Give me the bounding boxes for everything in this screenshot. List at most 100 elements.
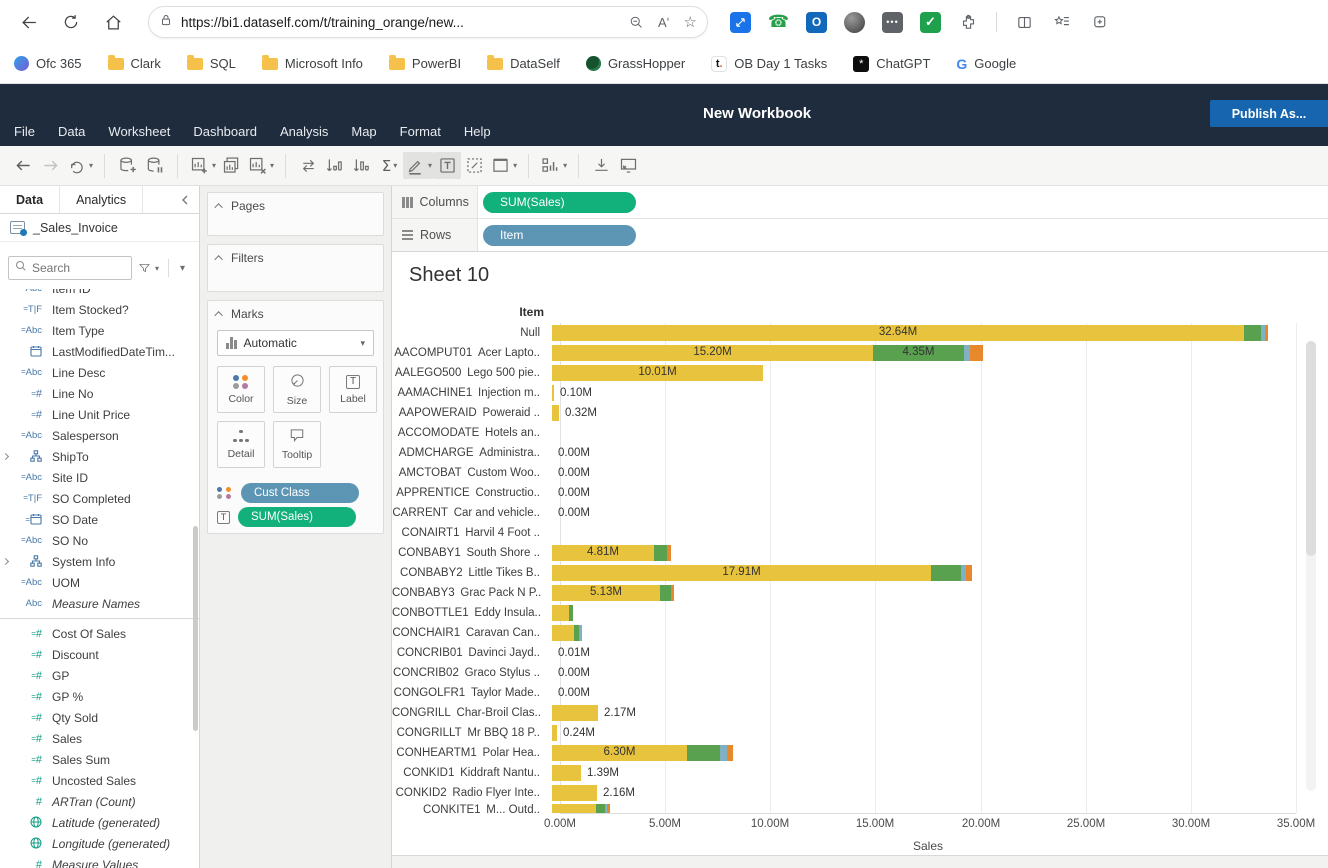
sheet-title[interactable]: Sheet 10	[409, 264, 490, 286]
bookmark-google[interactable]: G Google	[956, 55, 1017, 72]
bar-segment-yellow[interactable]: 4.81M	[552, 545, 654, 561]
bookmark-dataself[interactable]: DataSelf	[487, 54, 560, 71]
bar-segment-green[interactable]	[596, 804, 605, 813]
field-measure-names[interactable]: Abc Measure Names	[25, 596, 141, 611]
bar-segment-orange[interactable]	[671, 585, 674, 601]
field-gp[interactable]: =# GP	[31, 668, 70, 683]
more-dots-icon[interactable]: •••	[882, 11, 903, 33]
bar-segment-yellow[interactable]	[552, 385, 554, 401]
field-salesperson[interactable]: =Abc Salesperson	[20, 428, 119, 443]
address-bar[interactable]: https://bi1.dataself.com/t/training_oran…	[148, 6, 708, 38]
field-qty-sold[interactable]: =# Qty Sold	[31, 710, 99, 725]
bar-segment-orange[interactable]	[966, 565, 972, 581]
bar-segment-yellow[interactable]	[552, 405, 559, 421]
field-artran-count-[interactable]: # ARTran (Count)	[35, 794, 136, 809]
field-line-no[interactable]: =# Line No	[31, 386, 94, 401]
bar-segment-yellow[interactable]	[552, 725, 557, 741]
sort-ascending-icon[interactable]	[322, 152, 349, 179]
color-button[interactable]: Color	[217, 366, 265, 413]
browser-refresh-icon[interactable]	[56, 7, 86, 37]
size-button[interactable]: Size	[273, 366, 321, 413]
favorite-star-icon[interactable]: ☆	[683, 14, 697, 31]
clear-sheet-icon[interactable]: ▾	[245, 152, 276, 179]
bar-segment-green[interactable]	[654, 545, 667, 561]
bookmark-grasshopper[interactable]: GrassHopper	[585, 56, 685, 71]
bar-segment-green[interactable]	[1244, 325, 1261, 341]
browser-back-icon[interactable]	[14, 7, 44, 37]
format-borders-icon[interactable]: ▾	[488, 152, 519, 179]
field-lastmodifieddatetim-[interactable]: LastModifiedDateTim...	[0, 341, 199, 362]
menu-format[interactable]: Format	[399, 124, 441, 139]
tab-data[interactable]: Data	[0, 186, 61, 213]
menu-help[interactable]: Help	[463, 124, 491, 139]
duplicate-sheet-icon[interactable]	[218, 152, 245, 179]
url-text[interactable]: https://bi1.dataself.com/t/training_oran…	[181, 14, 464, 30]
bar-segment-orange[interactable]	[970, 345, 983, 361]
bookmark-ofc-365[interactable]: Ofc 365	[14, 56, 82, 71]
field-longitude-generated-[interactable]: Longitude (generated)	[0, 833, 199, 854]
search-box[interactable]	[8, 256, 132, 280]
menu-analysis[interactable]: Analysis	[279, 124, 329, 139]
bar-segment-blue[interactable]	[579, 625, 582, 641]
browser-home-icon[interactable]	[98, 7, 128, 37]
field-uncosted-sales[interactable]: =# Uncosted Sales	[31, 773, 137, 788]
bar-segment-blue[interactable]	[1261, 325, 1265, 341]
bar-segment-green[interactable]	[574, 625, 579, 641]
bar-segment-yellow[interactable]: 10.01M	[552, 365, 763, 381]
bar-segment-blue[interactable]	[720, 745, 727, 761]
bar-segment-yellow[interactable]	[552, 785, 597, 801]
pill-sum-sales[interactable]: SUM(Sales)	[238, 507, 356, 527]
field-line-desc[interactable]: =Abc Line Desc	[20, 365, 106, 380]
bar-segment-yellow[interactable]: 6.30M	[552, 745, 687, 761]
datasource-row[interactable]: _Sales_Invoice	[0, 214, 199, 242]
search-input[interactable]	[32, 261, 118, 275]
outlook-icon[interactable]: O	[806, 11, 827, 33]
field-sales-sum[interactable]: =# Sales Sum	[31, 752, 111, 767]
detail-button[interactable]: Detail	[217, 421, 265, 468]
bar-segment-green[interactable]	[931, 565, 961, 581]
undo-icon[interactable]	[10, 152, 37, 179]
bar-segment-yellow[interactable]	[552, 804, 596, 813]
chart-scrollbar[interactable]	[1306, 341, 1316, 791]
field-line-unit-price[interactable]: =# Line Unit Price	[31, 407, 131, 422]
bar-segment-green[interactable]	[660, 585, 671, 601]
field-so-completed[interactable]: =T|F SO Completed	[23, 491, 131, 506]
filter-fields-icon[interactable]: ▾	[138, 262, 159, 274]
extensions-puzzle-icon[interactable]	[958, 12, 979, 33]
bar-segment-yellow[interactable]: 15.20M	[552, 345, 873, 361]
bar-segment-orange[interactable]	[607, 804, 610, 813]
pill-sum-sales[interactable]: SUM(Sales)	[483, 191, 636, 213]
columns-shelf[interactable]: Columns SUM(Sales)	[392, 186, 1328, 219]
filters-card[interactable]: Filters	[207, 244, 384, 292]
expand-chevron-icon[interactable]	[1, 557, 10, 566]
sphere-icon[interactable]	[844, 11, 865, 33]
bar-segment-blue[interactable]	[964, 345, 970, 361]
show-me-icon[interactable]: ▾	[538, 152, 569, 179]
pill-item[interactable]: Item	[483, 224, 636, 246]
menu-data[interactable]: Data	[57, 124, 86, 139]
bar-segment-orange[interactable]	[667, 545, 671, 561]
menu-file[interactable]: File	[14, 124, 35, 139]
presentation-mode-icon[interactable]	[615, 152, 642, 179]
bar-segment-yellow[interactable]	[552, 705, 598, 721]
label-button[interactable]: T Label	[329, 366, 377, 413]
bookmark-clark[interactable]: Clark	[107, 54, 161, 71]
bar-segment-orange[interactable]	[727, 745, 733, 761]
fix-axes-icon[interactable]	[461, 152, 488, 179]
bar-segment-green[interactable]: 4.35M	[873, 345, 964, 361]
field-system-info[interactable]: System Info	[0, 551, 199, 572]
bookmark-chatgpt[interactable]: * ChatGPT	[853, 55, 930, 72]
chart-scrollbar-thumb[interactable]	[1306, 341, 1316, 556]
split-screen-icon[interactable]	[1014, 12, 1035, 33]
pause-auto-updates-icon[interactable]	[141, 152, 168, 179]
bar-segment-yellow[interactable]	[552, 625, 574, 641]
bar-segment-yellow[interactable]: 17.91M	[552, 565, 931, 581]
collapse-icon[interactable]	[214, 255, 223, 264]
menu-map[interactable]: Map	[351, 124, 377, 139]
collapse-pane-icon[interactable]	[171, 186, 199, 213]
add-data-source-icon[interactable]	[114, 152, 141, 179]
new-worksheet-icon[interactable]: ▾	[187, 152, 218, 179]
data-pane-scrollbar[interactable]	[193, 526, 198, 731]
field-measure-values[interactable]: # Measure Values	[35, 857, 139, 868]
tooltip-button[interactable]: Tooltip	[273, 421, 321, 468]
